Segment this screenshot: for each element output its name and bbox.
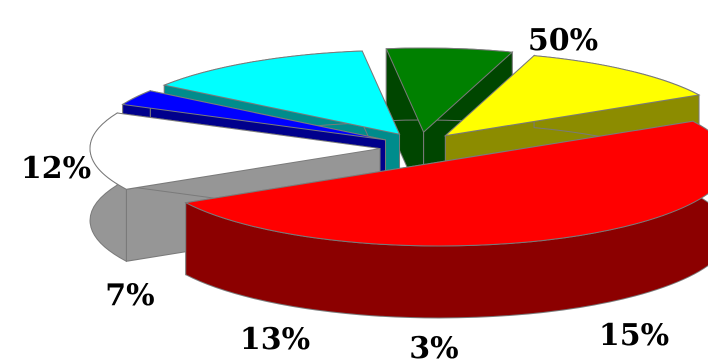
pie-slice-4-top [385,47,514,133]
pie-slice-3-top [162,50,401,135]
pie-slice-5-top [443,55,701,137]
pie-slice-0-top [184,120,708,247]
slice-label-2: 3% [409,331,458,363]
slice-label-5: 12% [21,151,91,186]
pie-slice-2-top [121,90,386,141]
pie-slice-1-top [89,112,381,190]
slice-label-4: 7% [105,278,154,313]
labels-layer: 50% 15% 3% 13% 7% 12% [21,23,669,363]
slice-label-0: 50% [528,23,598,58]
pie-slice-0 [184,120,708,319]
slice-label-3: 13% [240,322,310,357]
slices-layer [89,47,708,319]
slice-label-1: 15% [599,318,669,353]
